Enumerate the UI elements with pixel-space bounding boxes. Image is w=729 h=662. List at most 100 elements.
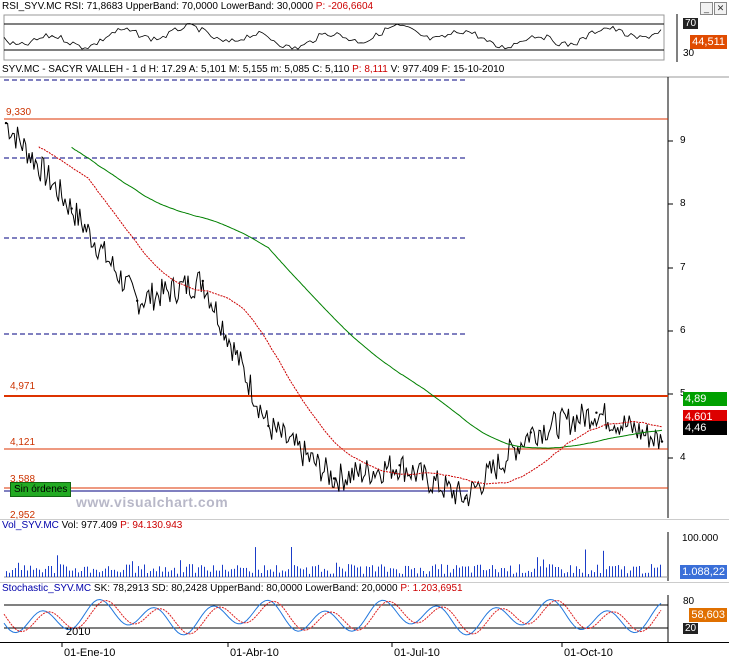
volume-bar [648, 572, 649, 577]
price-symbol: SYV.MC - SACYR VALLEH - 1 d [2, 64, 146, 75]
volume-bar [525, 572, 526, 577]
price-p-value: 8,111 [364, 64, 388, 75]
volume-bar [549, 564, 550, 577]
volume-bar [627, 573, 628, 577]
price-point [595, 411, 598, 414]
volume-bar [57, 555, 58, 577]
price-point [529, 431, 532, 434]
volume-bar [585, 549, 586, 577]
volume-bar [375, 571, 376, 577]
stoch-p-label: P: [400, 583, 410, 594]
volume-bar [645, 572, 646, 577]
volume-bar [135, 572, 136, 577]
volume-bar [18, 562, 19, 577]
minimize-button[interactable]: _ [700, 2, 713, 15]
volume-bar [441, 564, 442, 577]
volume-bar [471, 572, 472, 577]
stoch-p-value: 1.203,6951 [412, 583, 463, 594]
volume-bar [393, 568, 394, 577]
volume-bar [612, 566, 613, 577]
volume-label: Vol: [61, 520, 79, 531]
volume-bar [564, 573, 565, 577]
price-panel: SYV.MC - SACYR VALLEH - 1 d H: 17.29 A: … [0, 63, 729, 521]
volume-bar [75, 568, 76, 577]
volume-bar [456, 565, 457, 577]
stoch-current-tag: 58,603 [689, 608, 727, 622]
volume-bar [264, 565, 265, 577]
volume-bar [129, 564, 130, 577]
level-4971: 4,971 [10, 381, 36, 392]
volume-bar [198, 567, 199, 577]
volume-bar [513, 573, 514, 577]
volume-bar [552, 564, 553, 577]
volume-bar [408, 566, 409, 577]
volume-bar [390, 568, 391, 577]
rsi-upper-value: 70,0000 [181, 1, 218, 12]
volume-bar [381, 564, 382, 577]
volume-bar [141, 569, 142, 577]
volume-bar [522, 572, 523, 577]
volume-bar [27, 570, 28, 577]
price-tag-sma-short: 4,601 [683, 410, 727, 424]
volume-bar [426, 573, 427, 577]
price-point [398, 464, 401, 467]
volume-bar [519, 564, 520, 577]
volume-title: Vol_SYV.MC [2, 520, 59, 531]
volume-bar [24, 565, 25, 577]
price-point [267, 424, 270, 428]
volume-bar [486, 570, 487, 577]
price-c-value: 5,110 [325, 64, 350, 75]
orders-badge[interactable]: Sin órdenes [10, 482, 72, 497]
volume-bar [222, 564, 223, 577]
volume-bar [417, 573, 418, 577]
volume-bar [477, 564, 478, 577]
volume-bar [330, 573, 331, 577]
volume-bar [657, 567, 658, 577]
volume-bar [165, 567, 166, 577]
volume-bar [423, 571, 424, 577]
volume-bar [66, 566, 67, 577]
volume-bar [582, 572, 583, 577]
volume-bar [453, 568, 454, 577]
volume-bar [570, 565, 571, 577]
volume-bar [369, 567, 370, 577]
volume-bar [84, 566, 85, 577]
volume-value: 977.409 [81, 520, 118, 531]
volume-bar [306, 567, 307, 577]
rsi-label: RSI: [64, 1, 84, 12]
volume-bar [192, 564, 193, 577]
stochastic-plot [0, 582, 729, 642]
volume-bar [333, 573, 334, 577]
volume-bar [153, 568, 154, 577]
volume-bar [318, 564, 319, 577]
sma-short-line [38, 146, 663, 485]
volume-bar [642, 573, 643, 577]
volume-bar [180, 560, 181, 577]
rsi-line [3, 23, 662, 50]
volume-bar [126, 564, 127, 577]
volume-bar [204, 566, 205, 577]
volume-bar [87, 566, 88, 577]
volume-bar [114, 569, 115, 577]
price-p-label: P: [352, 64, 362, 75]
volume-bar [447, 564, 448, 577]
volume-bar [282, 570, 283, 577]
close-button[interactable]: ✕ [714, 2, 727, 15]
volume-bar [108, 566, 109, 577]
volume-bar [384, 566, 385, 577]
volume-bar [138, 566, 139, 577]
volume-bar [48, 566, 49, 577]
rsi-title: RSI_SYV.MC [2, 1, 62, 12]
volume-bar [654, 567, 655, 577]
price-c-label: C: [312, 64, 323, 75]
stoch-tick-80: 80 [683, 596, 695, 607]
volume-bar [615, 566, 616, 577]
year-label: 2010 [66, 626, 91, 638]
rsi-lower-value: 30,0000 [276, 1, 314, 12]
price-h-label: H: [148, 64, 159, 75]
volume-bar [345, 571, 346, 577]
volume-bar [591, 570, 592, 577]
volume-bar [63, 564, 64, 577]
volume-bar [96, 569, 97, 577]
volume-bar [189, 564, 190, 577]
